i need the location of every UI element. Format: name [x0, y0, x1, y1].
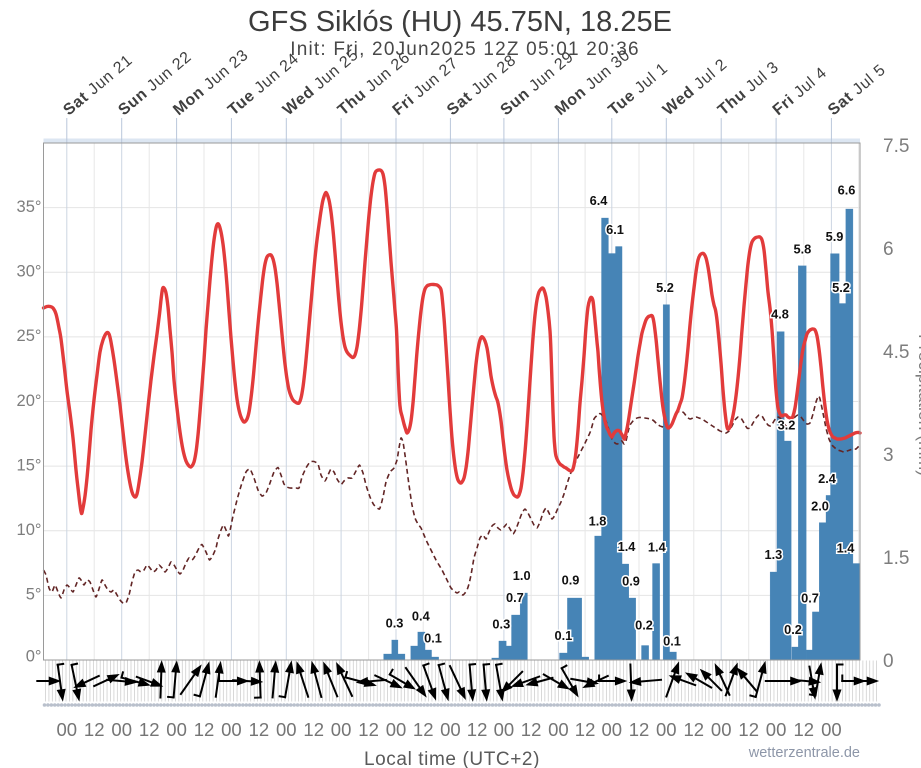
svg-text:0.4: 0.4 [412, 609, 431, 624]
svg-text:00: 00 [331, 719, 352, 740]
svg-text:00: 00 [440, 719, 461, 740]
svg-text:00: 00 [111, 719, 132, 740]
svg-text:Init: Fri, 20Jun2025 12Z 05:01: Init: Fri, 20Jun2025 12Z 05:01 20:36 [290, 39, 640, 60]
svg-text:10°: 10° [17, 521, 42, 539]
svg-text:00: 00 [656, 719, 677, 740]
svg-text:00: 00 [276, 719, 297, 740]
svg-text:12: 12 [84, 719, 105, 740]
svg-text:15°: 15° [17, 456, 42, 474]
svg-text:12: 12 [794, 719, 815, 740]
svg-text:0.1: 0.1 [663, 634, 681, 649]
svg-text:Local time (UTC+2): Local time (UTC+2) [364, 749, 540, 768]
svg-text:00: 00 [548, 719, 569, 740]
svg-text:00: 00 [821, 719, 842, 740]
svg-text:35°: 35° [17, 198, 42, 216]
svg-text:0.9: 0.9 [562, 573, 580, 588]
svg-text:1.4: 1.4 [648, 540, 667, 555]
svg-text:12: 12 [303, 719, 324, 740]
svg-text:6.4: 6.4 [590, 193, 609, 208]
svg-text:12: 12 [139, 719, 160, 740]
svg-text:Precipitation (mm): Precipitation (mm) [915, 334, 921, 476]
svg-text:5°: 5° [26, 586, 42, 604]
svg-text:5.9: 5.9 [826, 229, 844, 244]
svg-text:12: 12 [575, 719, 596, 740]
svg-text:12: 12 [521, 719, 542, 740]
svg-text:12: 12 [358, 719, 379, 740]
svg-text:12: 12 [249, 719, 270, 740]
svg-text:5.2: 5.2 [832, 280, 850, 295]
svg-text:0.2: 0.2 [784, 622, 802, 637]
svg-text:3: 3 [883, 445, 894, 466]
svg-text:12: 12 [194, 719, 215, 740]
svg-text:4.8: 4.8 [771, 307, 789, 322]
svg-text:1.5: 1.5 [883, 548, 909, 569]
svg-text:0.1: 0.1 [424, 631, 442, 646]
svg-text:12: 12 [684, 719, 705, 740]
svg-text:5.2: 5.2 [656, 280, 674, 295]
svg-text:00: 00 [711, 719, 732, 740]
svg-text:0.2: 0.2 [635, 618, 653, 633]
svg-text:0.7: 0.7 [801, 591, 819, 606]
svg-text:00: 00 [766, 719, 787, 740]
svg-text:1.0: 1.0 [513, 568, 531, 583]
svg-text:2.0: 2.0 [811, 499, 829, 514]
svg-text:00: 00 [166, 719, 187, 740]
svg-text:00: 00 [494, 719, 515, 740]
svg-text:4.5: 4.5 [883, 342, 909, 363]
svg-text:00: 00 [57, 719, 78, 740]
svg-text:1.4: 1.4 [837, 541, 856, 556]
svg-text:00: 00 [602, 719, 623, 740]
svg-text:6.6: 6.6 [838, 183, 856, 198]
svg-text:00: 00 [386, 719, 407, 740]
svg-text:00: 00 [221, 719, 242, 740]
svg-text:12: 12 [738, 719, 759, 740]
svg-text:wetterzentrale.de: wetterzentrale.de [748, 745, 860, 761]
svg-text:2.4: 2.4 [818, 471, 837, 486]
svg-text:6.1: 6.1 [606, 222, 624, 237]
svg-text:12: 12 [467, 719, 488, 740]
svg-text:7.5: 7.5 [883, 136, 909, 157]
svg-text:5.8: 5.8 [794, 242, 812, 257]
svg-text:0°: 0° [26, 647, 42, 665]
svg-text:0.7: 0.7 [506, 590, 524, 605]
svg-text:25°: 25° [17, 327, 42, 345]
svg-text:0: 0 [883, 651, 894, 672]
svg-text:3.2: 3.2 [778, 418, 796, 433]
svg-text:0.3: 0.3 [492, 617, 510, 632]
svg-text:12: 12 [629, 719, 650, 740]
svg-text:0.9: 0.9 [622, 574, 640, 589]
svg-text:12: 12 [413, 719, 434, 740]
svg-text:20°: 20° [17, 392, 42, 410]
svg-text:1.3: 1.3 [765, 547, 783, 562]
svg-text:6: 6 [883, 239, 894, 260]
svg-text:1.8: 1.8 [589, 514, 607, 529]
svg-text:1.4: 1.4 [618, 539, 637, 554]
svg-text:0.3: 0.3 [386, 616, 404, 631]
svg-text:GFS Siklós (HU) 45.75N, 18.25E: GFS Siklós (HU) 45.75N, 18.25E [248, 6, 672, 38]
svg-text:0.1: 0.1 [555, 628, 573, 643]
svg-text:30°: 30° [17, 263, 42, 281]
